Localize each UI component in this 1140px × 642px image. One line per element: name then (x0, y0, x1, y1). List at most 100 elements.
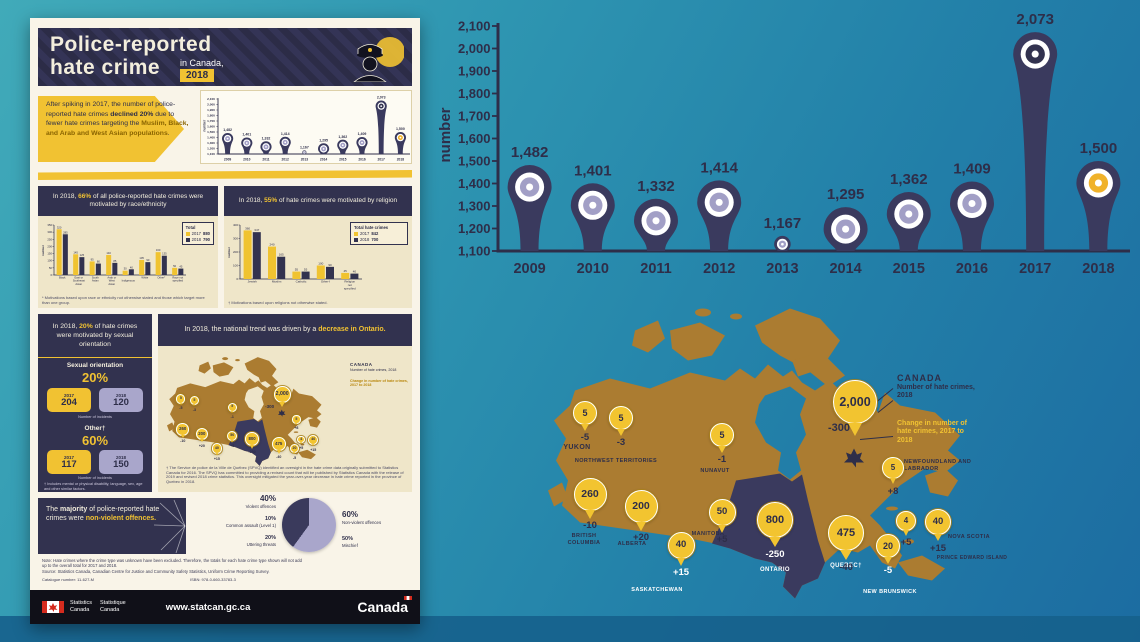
x-tick-label: 2016 (358, 158, 366, 162)
map-pin: 40 (667, 531, 695, 566)
value-label: 1,332 (262, 136, 271, 140)
bar-value-label: 45 (344, 269, 348, 273)
map-pin-change: +20 (632, 532, 650, 544)
bar-value-label: 40 (130, 265, 133, 269)
map-pin-change: -40 (839, 561, 853, 573)
y-tick-label: 1,600 (458, 131, 491, 146)
province-label-nt: NORTHWEST TERRITORIES (574, 458, 658, 464)
province-label-ab: ALBERTA (617, 541, 647, 547)
map-pin-change: -3 (192, 408, 196, 413)
province-label-on: ONTARIO (759, 567, 791, 573)
category-label: Indigenous (122, 279, 136, 283)
y-axis-title: number (437, 107, 454, 162)
religion-header-pct: 55% (264, 196, 278, 204)
label: Uttering threats (246, 541, 276, 547)
category-label: Jewish (248, 280, 258, 284)
map-pin-value: 260 (573, 477, 607, 511)
category-label: South Asian (92, 276, 100, 283)
ontario-panel: In 2018, the national trend was driven b… (158, 314, 412, 492)
pct: 50% (342, 536, 354, 542)
pin-tail-icon (312, 443, 315, 446)
map-pin-change: +15 (929, 542, 947, 554)
bar-value-label: 100 (318, 262, 323, 266)
province-label-qc: QUEBEC† (830, 563, 862, 569)
police-officer-icon (353, 37, 404, 82)
bar-value-label: 95 (91, 257, 94, 261)
map-pin-change: -3 (616, 437, 626, 449)
bar-value-label: 165 (279, 253, 284, 257)
year: 2018 (115, 454, 126, 460)
pin-tail-icon (276, 449, 281, 454)
bar-2017 (292, 271, 301, 279)
poster-title-line1: Police-reported (50, 33, 212, 56)
ontario-highlight: decrease in Ontario. (318, 326, 386, 334)
x-tick-label: 2009 (513, 261, 545, 277)
y-tick-label: 350 (47, 223, 52, 227)
map-pin-value: 2,000 (273, 386, 291, 404)
prince-edward-island (904, 539, 914, 544)
religion-legend-title: Total hate crimes (354, 225, 389, 230)
bar-2018 (112, 262, 118, 275)
pin-tail-icon (279, 402, 286, 408)
map-pin: 40 (925, 509, 951, 541)
maple-leaf-icon (278, 409, 286, 417)
province-label-yt: YUKON (563, 444, 591, 451)
bar-2017 (73, 254, 79, 275)
map-pin-value: 5 (882, 457, 904, 479)
y-tick-label: 1,800 (458, 86, 491, 101)
poster-note: Note: Hate crimes where the crime type w… (42, 558, 302, 569)
pct: 40% (259, 494, 276, 503)
x-tick-label: 2012 (703, 261, 735, 277)
map-pin: 5 (189, 396, 199, 407)
off-highlight: non-violent offences. (85, 515, 157, 523)
orient-pct: 20% (79, 322, 93, 330)
category-label: Other* (157, 276, 165, 280)
bar-value-label: 125 (80, 253, 85, 257)
bar-value-label: 55 (295, 268, 299, 272)
map-pin: 800 (757, 502, 793, 547)
pin-tail-icon (718, 524, 726, 533)
y-tick-label: 0 (236, 277, 238, 281)
bar-value-label: 160 (156, 248, 161, 252)
southampton-island (792, 355, 816, 377)
map-pin-change: +15 (672, 566, 690, 578)
category-label: Black (59, 276, 66, 280)
baffin-island (755, 308, 845, 387)
religion-footnote: † Motivations based upon religions not o… (228, 300, 328, 306)
map-pin: 5 (573, 401, 597, 431)
orientation-group1-values: 2017 204 2018 120 (38, 388, 152, 412)
race-total-2018: 790 (203, 237, 210, 242)
map-pin-change: +20 (198, 443, 205, 448)
y-tick-label: 250 (47, 237, 52, 241)
x-tick-label: 2015 (339, 158, 347, 162)
bar-2018 (252, 232, 261, 279)
statcan-url[interactable]: www.statcan.gc.ca (165, 601, 251, 613)
stat-2017: 2017 204 (47, 388, 91, 412)
intro-text-mid: due to fewer hate crimes targeting the (46, 110, 175, 128)
infographic-poster: Police-reported hate crime in Canada, 20… (30, 18, 420, 624)
map-pin-change: -5 (292, 456, 297, 461)
pin-tail-icon (585, 509, 595, 519)
poster-title-line2: hate crime (50, 56, 161, 79)
vancouver-island (548, 482, 568, 507)
x-tick-label: 2013 (301, 158, 309, 162)
y-axis-title: number (203, 119, 207, 131)
y-tick-label: 1,700 (458, 109, 491, 124)
province-label-nl: NEWFOUNDLAND AND LABRADOR (904, 459, 972, 472)
y-tick-label: 2,100 (207, 97, 215, 101)
pin-tail-icon (718, 446, 726, 453)
southampton-island (258, 374, 268, 383)
pin-tail-icon (293, 452, 296, 455)
category-label: East or Southeast Asian (73, 276, 85, 286)
bar-2017 (243, 230, 252, 279)
y-tick-label: 0 (50, 273, 52, 277)
off-bold: majority (60, 506, 88, 513)
pin-tail-icon (193, 404, 196, 407)
legend-value-label: Number of hate crimes, 2018 (897, 384, 975, 400)
y-tick-label: 1,200 (458, 221, 491, 236)
year: 2018 (115, 392, 126, 398)
mini-map-legend: CANADA Number of hate crimes, 2018 Chang… (350, 362, 408, 388)
poster-year-badge: 2018 (180, 69, 215, 82)
value-label: 1,500 (1080, 140, 1118, 157)
religion-total-2017: 842 (371, 231, 379, 236)
